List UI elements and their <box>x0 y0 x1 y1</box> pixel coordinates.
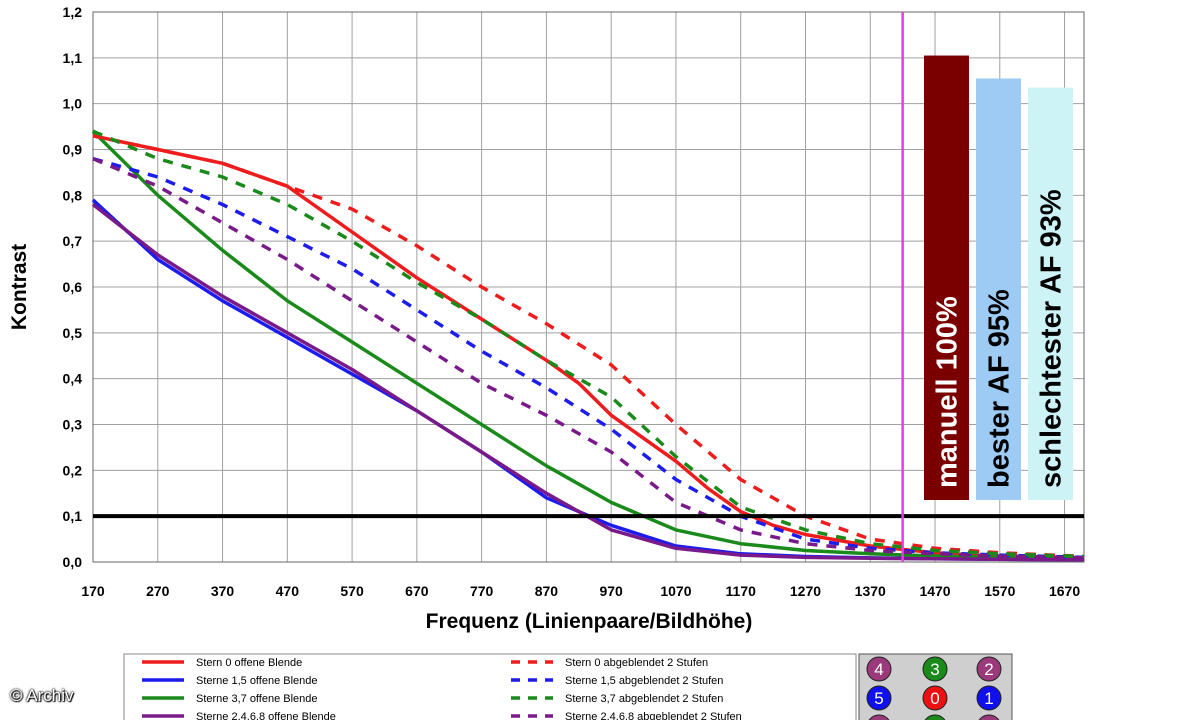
y-tick-label: 1,2 <box>63 4 83 20</box>
star-key-circle <box>866 656 892 682</box>
star-key-label: 4 <box>874 660 883 679</box>
star-key-label: 3 <box>930 660 939 679</box>
x-tick-label: 770 <box>470 583 494 599</box>
x-tick-label: 670 <box>405 583 429 599</box>
star-key-circle <box>976 656 1002 682</box>
star-key-label: 1 <box>984 689 993 708</box>
x-tick-label: 1370 <box>855 583 886 599</box>
y-tick-label: 0,7 <box>63 233 83 249</box>
x-tick-label: 370 <box>211 583 235 599</box>
star-key-label: 2 <box>984 660 993 679</box>
y-tick-label: 0,3 <box>63 417 83 433</box>
star-key-circle <box>866 685 892 711</box>
legend-box <box>123 653 857 720</box>
x-tick-label: 1570 <box>984 583 1015 599</box>
series-line-7 <box>92 129 1085 559</box>
x-tick-label: 470 <box>276 583 300 599</box>
y-tick-label: 1,1 <box>63 50 83 66</box>
focus-bar-label-2: bester AF 95% <box>984 289 1016 488</box>
legend-label-4: Sterne 2,4,6,8 offene Blende <box>196 711 336 720</box>
series-line-1 <box>92 134 1085 561</box>
focus-bar-3 <box>1028 87 1073 500</box>
x-tick-label: 1170 <box>726 583 757 599</box>
x-tick-label: 1470 <box>919 583 950 599</box>
x-tick-label: 1070 <box>660 583 691 599</box>
x-tick-label: 170 <box>81 583 105 599</box>
focus-bar-1 <box>924 55 969 501</box>
star-key-circle <box>978 714 1000 720</box>
focus-bars: manuell 100% bester AF 95% schlechtester A… <box>924 55 1073 501</box>
star-key-circle <box>922 656 948 682</box>
star-key: 4 3 2 5 0 1 <box>858 653 1013 720</box>
focus-bar-2 <box>976 78 1021 500</box>
legend-label-6: Sterne 1,5 abgeblendet 2 Stufen <box>565 675 723 687</box>
y-tick-label: 0,4 <box>63 371 83 387</box>
star-key-circle <box>868 714 890 720</box>
y-axis-title: Kontrast <box>8 244 31 330</box>
y-tick-label: 1,0 <box>63 96 83 112</box>
star-key-circle <box>924 714 946 720</box>
plot-area <box>92 11 1085 563</box>
x-tick-label: 270 <box>146 583 170 599</box>
star-key-circle <box>922 685 948 711</box>
y-tick-label: 0,5 <box>63 325 83 341</box>
focus-bar-label-1: manuell 100% <box>932 296 964 488</box>
legend-label-5: Stern 0 abgeblendet 2 Stufen <box>565 657 708 669</box>
focus-bar-label-3: schlechtester AF 93% <box>1036 189 1068 488</box>
series-line-6 <box>92 157 1085 560</box>
x-tick-label: 970 <box>599 583 623 599</box>
legend: Stern 0 offene Blende Sterne 1,5 offene B… <box>123 653 857 720</box>
x-tick-label: 1270 <box>790 583 821 599</box>
x-tick-label: 1670 <box>1049 583 1080 599</box>
star-key-label: 5 <box>874 689 883 708</box>
x-tick-label: 870 <box>535 583 559 599</box>
star-key-label: 0 <box>930 689 939 708</box>
y-tick-label: 0,0 <box>63 554 83 570</box>
y-tick-label: 0,1 <box>63 508 83 524</box>
legend-label-2: Sterne 1,5 offene Blende <box>196 675 318 687</box>
y-tick-label: 0,6 <box>63 279 83 295</box>
y-tick-labels: 0,0 0,1 0,2 0,3 0,4 0,5 0,6 0,7 0,8 0,9 1,0 1,1 1,2 <box>63 4 83 570</box>
watermark: © Archiv <box>10 686 74 705</box>
y-tick-label: 0,8 <box>63 187 83 203</box>
legend-label-7: Sterne 3,7 abgeblendet 2 Stufen <box>565 693 723 705</box>
y-tick-label: 0,9 <box>63 142 83 158</box>
x-tick-labels: 170 270 370 470 570 670 770 870 970 1070 1170 1270 1… <box>81 583 1080 599</box>
legend-label-1: Stern 0 offene Blende <box>196 657 302 669</box>
legend-label-3: Sterne 3,7 offene Blende <box>196 693 318 705</box>
x-axis-title: Frequenz (Linienpaare/Bildhöhe) <box>426 610 753 633</box>
y-tick-label: 0,2 <box>63 462 83 478</box>
x-tick-label: 570 <box>340 583 364 599</box>
legend-label-8: Sterne 2,4,6,8 abgeblendet 2 Stufen <box>565 711 742 720</box>
star-key-circle <box>976 685 1002 711</box>
